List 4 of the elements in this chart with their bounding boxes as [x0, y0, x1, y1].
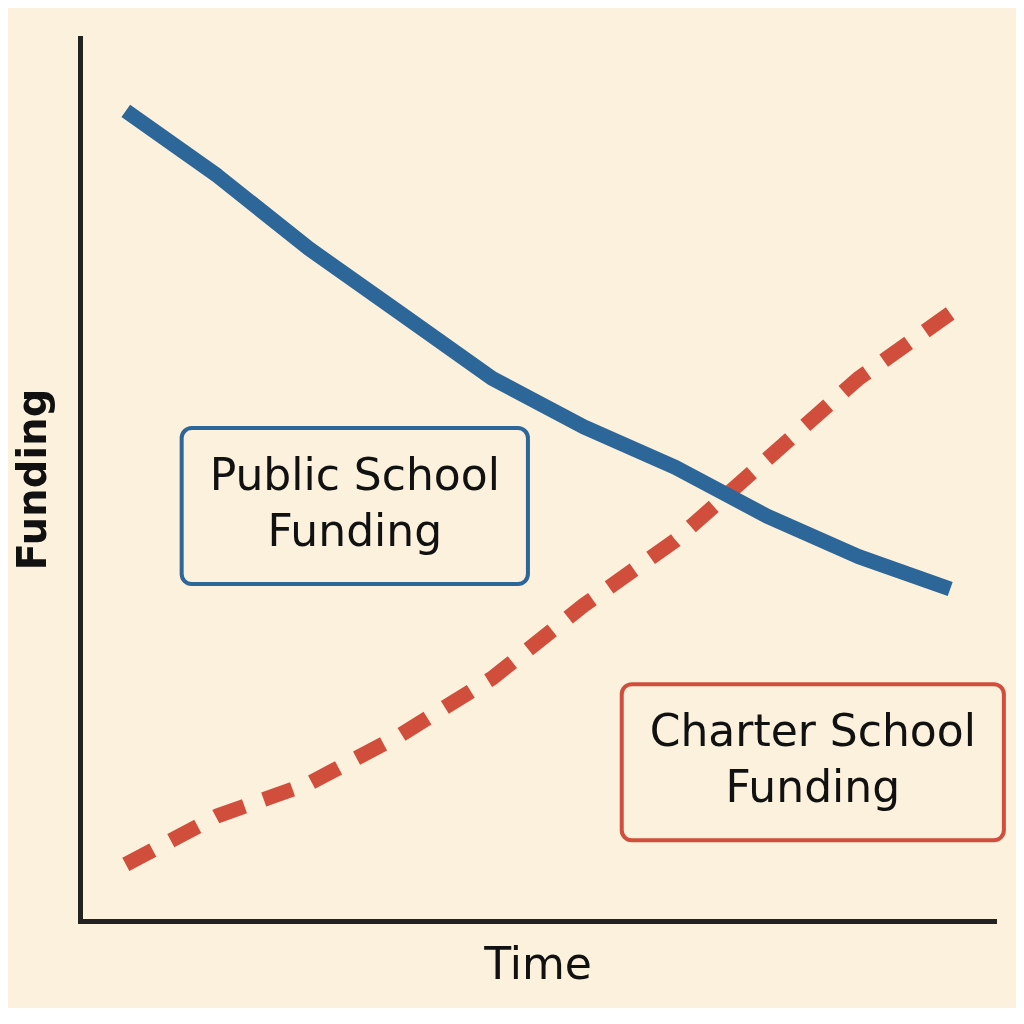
series-label: Public School Funding [209, 448, 500, 556]
x-axis-title: Time [483, 938, 592, 990]
y-axis-title: Funding [9, 388, 56, 571]
text: Charter School Funding [649, 704, 976, 812]
